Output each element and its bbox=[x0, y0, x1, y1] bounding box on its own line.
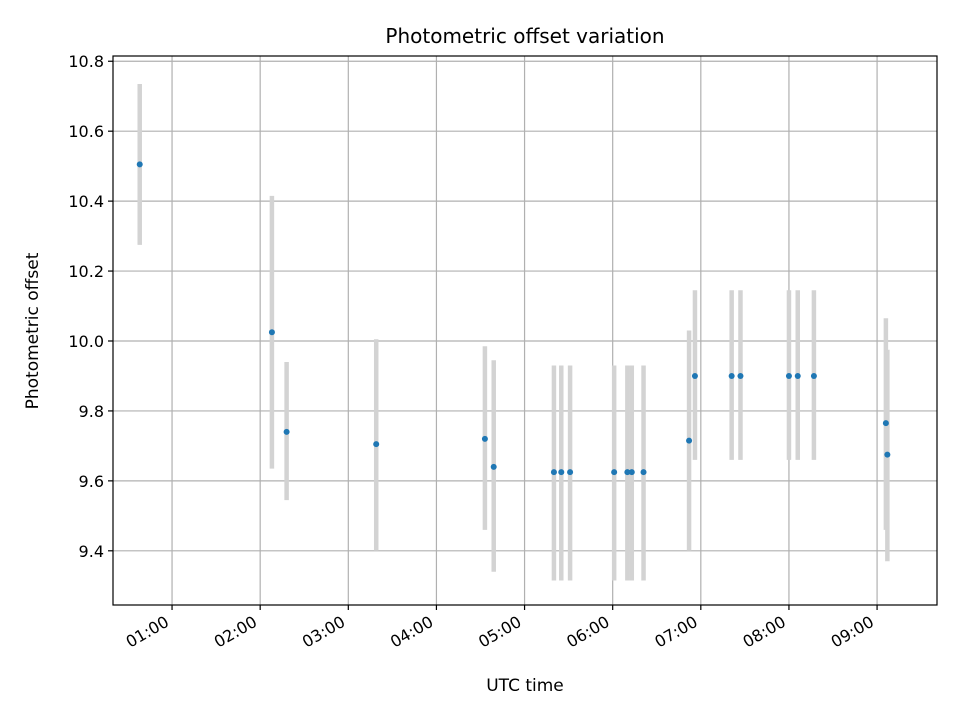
data-point bbox=[283, 428, 290, 435]
data-point bbox=[640, 469, 647, 476]
data-point bbox=[490, 463, 497, 470]
grid-lines bbox=[113, 56, 937, 605]
data-point bbox=[728, 372, 735, 379]
data-points bbox=[136, 161, 891, 476]
data-point bbox=[884, 451, 891, 458]
data-point bbox=[628, 469, 635, 476]
data-point bbox=[567, 469, 574, 476]
data-point bbox=[136, 161, 143, 168]
y-tick-label: 9.4 bbox=[79, 542, 104, 561]
data-point bbox=[794, 372, 801, 379]
data-point bbox=[691, 372, 698, 379]
x-axis-label: UTC time bbox=[486, 676, 564, 696]
y-axis-label: Photometric offset bbox=[23, 252, 43, 409]
data-point bbox=[686, 437, 693, 444]
data-point bbox=[481, 435, 488, 442]
chart-title: Photometric offset variation bbox=[385, 24, 664, 48]
y-tick-label: 10.8 bbox=[68, 52, 104, 71]
y-tick-label: 10.2 bbox=[68, 262, 104, 281]
y-tick-label: 10.0 bbox=[68, 332, 104, 351]
data-point bbox=[624, 469, 631, 476]
data-point bbox=[373, 441, 380, 448]
data-point bbox=[810, 372, 817, 379]
y-tick-label: 9.6 bbox=[79, 472, 104, 491]
data-point bbox=[550, 469, 557, 476]
y-tick-label: 9.8 bbox=[79, 402, 104, 421]
data-point bbox=[268, 329, 275, 336]
data-point bbox=[785, 372, 792, 379]
data-point bbox=[882, 420, 889, 427]
y-tick-label: 10.6 bbox=[68, 122, 104, 141]
data-point bbox=[737, 372, 744, 379]
y-axis-ticks: 9.4 9.6 9.8 10.0 10.2 10.4 10.6 10.8 bbox=[68, 52, 113, 561]
y-tick-label: 10.4 bbox=[68, 192, 104, 211]
data-point bbox=[611, 469, 618, 476]
data-point bbox=[558, 469, 565, 476]
